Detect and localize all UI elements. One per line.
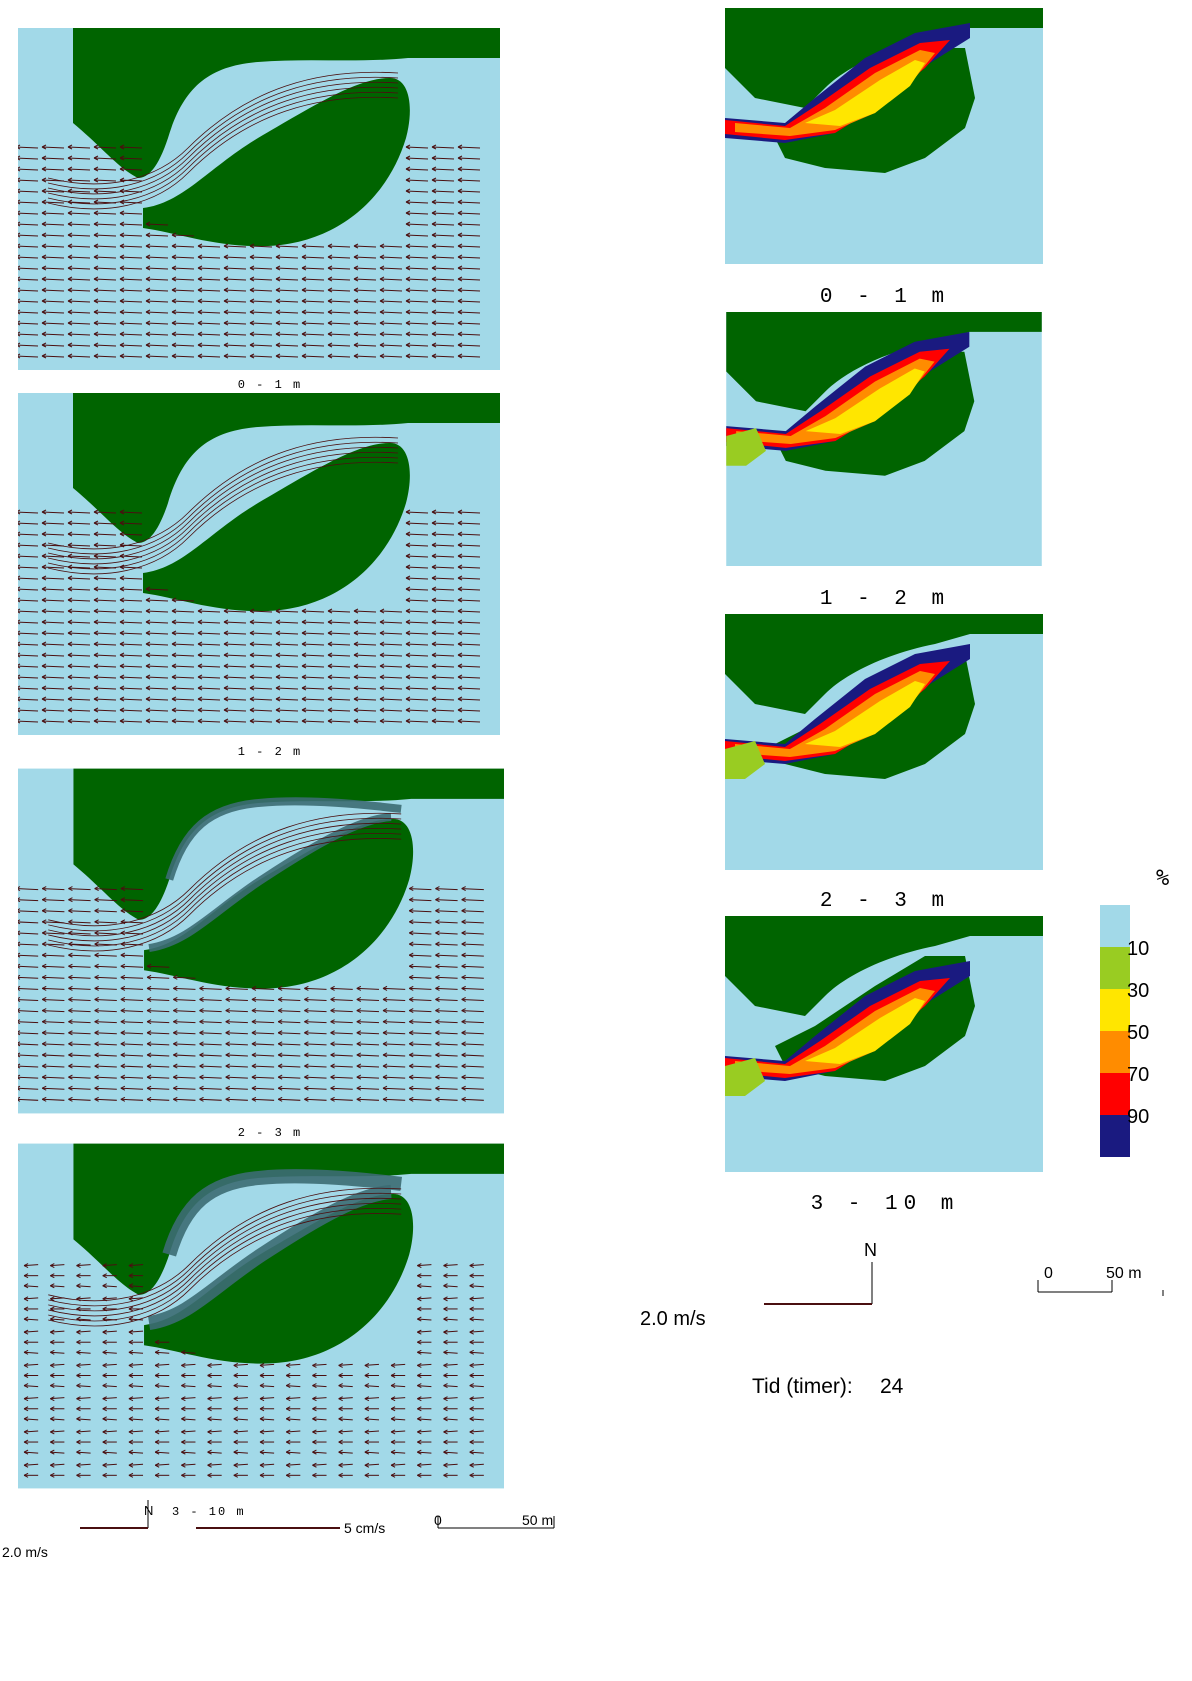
island-land [144, 818, 414, 989]
legend-swatch [1100, 1073, 1130, 1115]
vector-map-3-10m [18, 1140, 504, 1492]
vector-map-label-0-1m: 0 - 1 m [237, 378, 303, 392]
shallow-ring-island [147, 1184, 392, 1331]
right-distance-0: 0 [1044, 1265, 1053, 1282]
island-land [143, 78, 410, 247]
concentration-map-1-2m [725, 312, 1043, 566]
current-vectors [18, 812, 484, 1102]
time-label: Tid (timer): [752, 1375, 853, 1398]
left-distance-0: 0 [434, 1512, 442, 1528]
vector-map-0-1m [18, 28, 500, 370]
island-land [143, 443, 410, 612]
plume-band-70 [735, 50, 935, 136]
plume-band-50 [805, 998, 925, 1064]
north-shore-land [725, 8, 1043, 108]
plume-band-70 [736, 358, 935, 444]
shallow-ring-north [162, 1169, 402, 1257]
plume-band-30 [725, 741, 765, 779]
vector-map-label-2-3m: 2 - 3 m [237, 1126, 303, 1140]
left-north-label: N [144, 1503, 154, 1518]
left-distance-50: 50 m [522, 1512, 554, 1528]
vector-map-label-3-10m: 3 - 10 m [172, 1505, 246, 1519]
plume-band-30 [725, 1058, 765, 1096]
plume-band-50 [805, 60, 925, 126]
legend-value: 70 [1127, 1064, 1150, 1086]
vector-map-label-1-2m: 1 - 2 m [237, 745, 303, 759]
concentration-map-2-3m [725, 614, 1043, 870]
north-shore-land [73, 393, 500, 543]
north-shore-land [73, 28, 500, 178]
north-shore-land [725, 614, 1043, 714]
island-land [144, 1193, 414, 1364]
right-north-label: N [864, 1240, 877, 1260]
shallow-ring-island [148, 812, 392, 953]
legend-unit: % [1156, 866, 1170, 891]
shallow-ring-north [165, 797, 402, 881]
legend-swatch [1100, 989, 1130, 1031]
concentration-map-0-1m [725, 8, 1043, 264]
legend-swatch [1100, 905, 1130, 947]
legend-colorbar [1100, 905, 1130, 1157]
north-shore-land [725, 916, 1043, 1016]
legend-value: 10 [1127, 938, 1150, 960]
north-shore-land [726, 312, 1042, 412]
current-vectors [18, 436, 481, 724]
right-vector-scale: 2.0 m/s [640, 1308, 706, 1330]
right-scale-graphics [764, 1262, 1164, 1305]
current-vectors [18, 71, 481, 359]
legend-swatch [1100, 1031, 1130, 1073]
legend-swatch [1100, 1115, 1130, 1157]
concentration-map-label-0-1m: 0 - 1 m [819, 286, 951, 309]
legend-value: 90 [1127, 1106, 1150, 1128]
concentration-map-3-10m [725, 916, 1043, 1172]
plume-band-70 [735, 671, 935, 757]
plume-band-70 [735, 988, 935, 1074]
left-vector-scale-b: 5 cm/s [344, 1520, 386, 1536]
time-value: 24 [880, 1375, 904, 1398]
concentration-map-label-1-2m: 1 - 2 m [819, 588, 951, 611]
plume-band-30 [726, 428, 766, 466]
plume-band-50 [805, 368, 925, 435]
right-distance-50: 50 m [1106, 1265, 1142, 1282]
left-scale-graphics [80, 1500, 555, 1529]
north-shore-land [73, 1143, 504, 1295]
north-shore-land [73, 768, 504, 920]
concentration-map-label-3-10m: 3 - 10 m [810, 1193, 960, 1216]
concentration-map-label-2-3m: 2 - 3 m [819, 890, 951, 913]
legend-value: 30 [1127, 980, 1150, 1002]
vector-map-1-2m [18, 393, 500, 735]
plume-band-50 [805, 681, 925, 747]
legend-swatch [1100, 947, 1130, 989]
left-vector-scale-a: 2.0 m/s [2, 1544, 48, 1560]
vector-map-2-3m [18, 767, 504, 1115]
legend-value: 50 [1127, 1022, 1150, 1044]
current-vectors [23, 1187, 484, 1478]
